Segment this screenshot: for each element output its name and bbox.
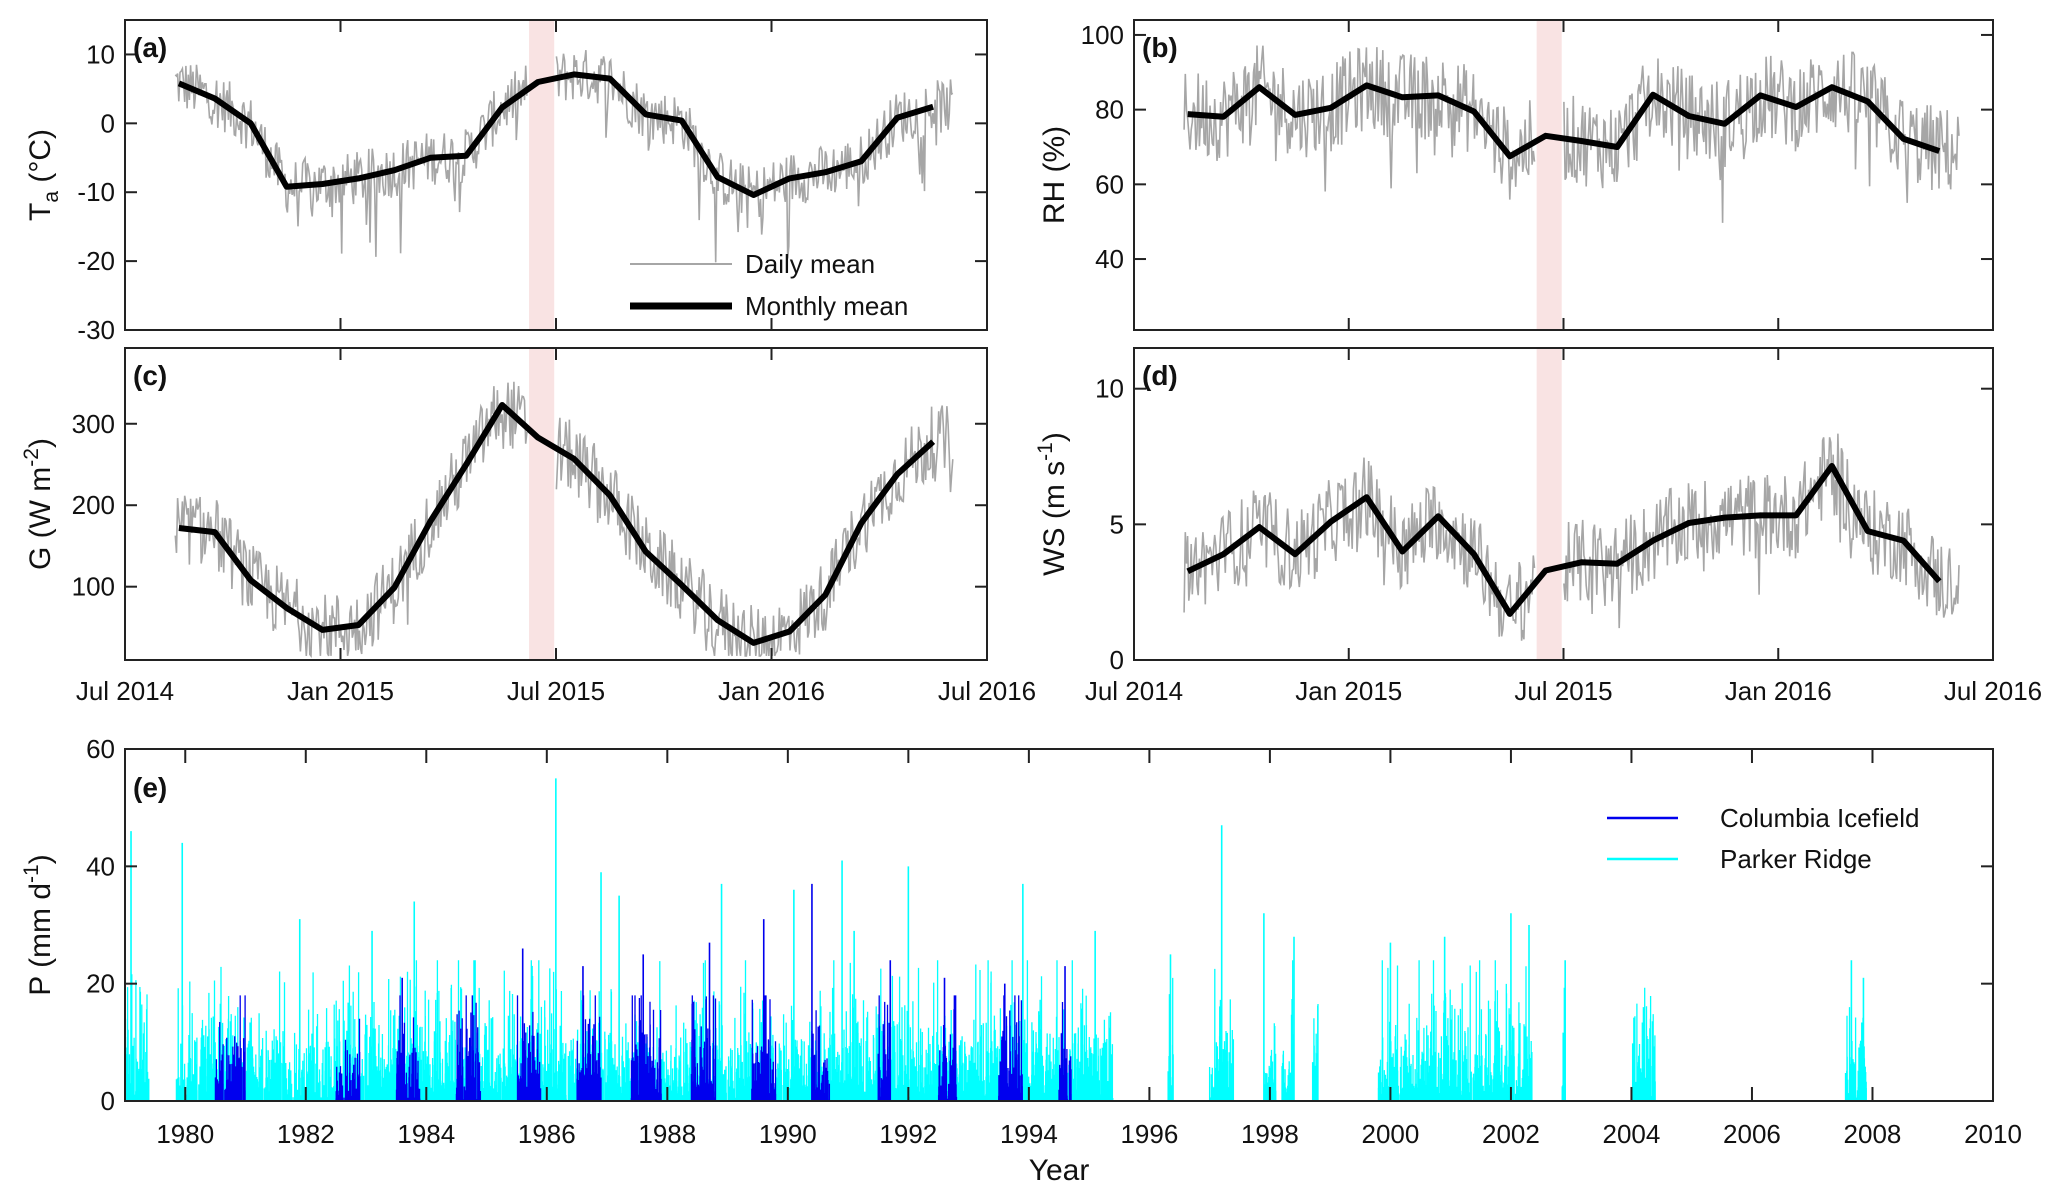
x-tick-label: 1982	[277, 1119, 335, 1149]
x-tick-label: 2004	[1603, 1119, 1661, 1149]
monthly-mean-line	[1186, 463, 1942, 617]
daily-mean-line	[1183, 45, 1960, 223]
shaded-period	[1536, 20, 1562, 330]
y-axis-label: RH (%)	[1038, 126, 1071, 224]
y-tick-label: 40	[86, 851, 115, 881]
y-label-subscript: a	[40, 191, 63, 203]
x-tick-label: Jul 2015	[507, 676, 605, 706]
parker-ridge-bars	[124, 960, 1867, 1101]
x-tick-label: 1986	[518, 1119, 576, 1149]
y-label-main: RH	[1038, 181, 1071, 224]
x-tick-label: Jul 2016	[1944, 676, 2042, 706]
legend-daily-monthly: Daily mean Monthly mean	[630, 249, 908, 321]
legend-monthly-label: Monthly mean	[745, 291, 908, 321]
monthly-mean-line	[177, 71, 934, 198]
y-axis-label: WS (m s-1)	[1034, 432, 1071, 576]
x-tick-label: Jan 2016	[1725, 676, 1832, 706]
panel-a: -30 -20 -10 0 10 (a)	[77, 19, 988, 345]
x-tick-label: 2010	[1964, 1119, 2022, 1149]
daily-mean-line	[174, 50, 954, 263]
y-tick-label: 300	[72, 409, 115, 439]
x-tick-label: Jul 2014	[1085, 676, 1183, 706]
y-tick-label: 60	[86, 734, 115, 764]
y-tick-label: 20	[86, 969, 115, 999]
x-tick-label: 1984	[397, 1119, 455, 1149]
panel-label: (c)	[133, 360, 167, 391]
monthly-mean-line	[178, 402, 936, 646]
shaded-period	[529, 348, 555, 660]
y-label-units: )	[24, 438, 57, 448]
y-axis-label: Ta (°C)	[24, 129, 63, 221]
legend-precipitation: Columbia Icefield Parker Ridge	[1607, 803, 1919, 874]
daily-mean-line	[1183, 433, 1960, 641]
x-tick-label: 1990	[759, 1119, 817, 1149]
y-tick-label: 5	[1110, 509, 1124, 539]
y-tick-label: 100	[1081, 20, 1124, 50]
y-label-superscript: -2	[20, 448, 43, 467]
y-tick-label: 10	[1095, 374, 1124, 404]
y-tick-label: 80	[1095, 95, 1124, 125]
y-label-units: (%)	[1038, 126, 1071, 181]
y-axis-label: G (W m-2)	[20, 438, 57, 570]
panel-d: Jul 2014 Jan 2015 Jul 2015 Jan 2016 Jul 2016…	[1085, 347, 2042, 706]
y-tick-label: 40	[1095, 244, 1124, 274]
x-tick-label: 1998	[1241, 1119, 1299, 1149]
x-tick-label: Jul 2016	[938, 676, 1036, 706]
y-label-superscript: -1	[20, 864, 43, 883]
legend-parker-label: Parker Ridge	[1720, 844, 1872, 874]
y-label-units: (°C)	[24, 129, 57, 191]
x-tick-label: Jan 2015	[1295, 676, 1402, 706]
x-tick-label: 2002	[1482, 1119, 1540, 1149]
panel-e: 1980 1982 1984 1986 1988 1990 1992 1994 1996 1998…	[86, 734, 2022, 1187]
shaded-period	[1536, 348, 1562, 660]
x-tick-label: 1988	[638, 1119, 696, 1149]
daily-mean-line	[174, 381, 954, 659]
y-tick-label: -30	[77, 315, 115, 345]
panel-b: 40 60 80 100 (b)	[1081, 19, 1994, 331]
axes-box	[1133, 19, 1994, 331]
x-tick-label: 2006	[1723, 1119, 1781, 1149]
y-label-main: P (mm d	[24, 883, 57, 996]
x-axis-label: Year	[1029, 1154, 1090, 1187]
y-label-units: )	[1038, 432, 1071, 442]
y-tick-label: 10	[86, 39, 115, 69]
axes-box	[124, 347, 988, 661]
x-tick-label: 2000	[1361, 1119, 1419, 1149]
x-tick-label: 1980	[156, 1119, 214, 1149]
y-tick-label: 0	[1110, 645, 1124, 675]
panel-c: Jul 2014 Jan 2015 Jul 2015 Jan 2016 Jul 2016…	[72, 347, 1036, 706]
axes-box	[124, 748, 1994, 1102]
y-tick-label: -20	[77, 246, 115, 276]
shaded-period	[529, 20, 555, 330]
x-tick-label: Jan 2016	[718, 676, 825, 706]
x-tick-label: 1994	[1000, 1119, 1058, 1149]
monthly-mean-line	[1187, 82, 1941, 160]
panel-label: (d)	[1142, 360, 1178, 391]
y-tick-label: 200	[72, 490, 115, 520]
y-tick-label: 0	[101, 108, 115, 138]
panel-label: (a)	[133, 32, 167, 63]
y-axis-label: P (mm d-1)	[20, 854, 57, 995]
y-tick-label: 100	[72, 572, 115, 602]
x-tick-label: Jul 2014	[76, 676, 174, 706]
x-tick-label: 1992	[879, 1119, 937, 1149]
x-tick-label: Jan 2015	[287, 676, 394, 706]
y-tick-label: 60	[1095, 169, 1124, 199]
panel-label: (e)	[133, 772, 167, 803]
x-tick-label: 1996	[1120, 1119, 1178, 1149]
x-tick-label: Jul 2015	[1514, 676, 1612, 706]
y-tick-label: 0	[101, 1086, 115, 1116]
y-label-main: WS (m s	[1038, 461, 1071, 576]
panel-label: (b)	[1142, 32, 1178, 63]
y-tick-label: -10	[77, 177, 115, 207]
legend-columbia-label: Columbia Icefield	[1720, 803, 1919, 833]
y-label-units: )	[24, 854, 57, 864]
y-label-superscript: -1	[1034, 442, 1057, 461]
x-tick-label: 2008	[1844, 1119, 1902, 1149]
legend-daily-label: Daily mean	[745, 249, 875, 279]
y-label-main: G (W m	[24, 467, 57, 570]
y-label-main: T	[24, 203, 57, 221]
